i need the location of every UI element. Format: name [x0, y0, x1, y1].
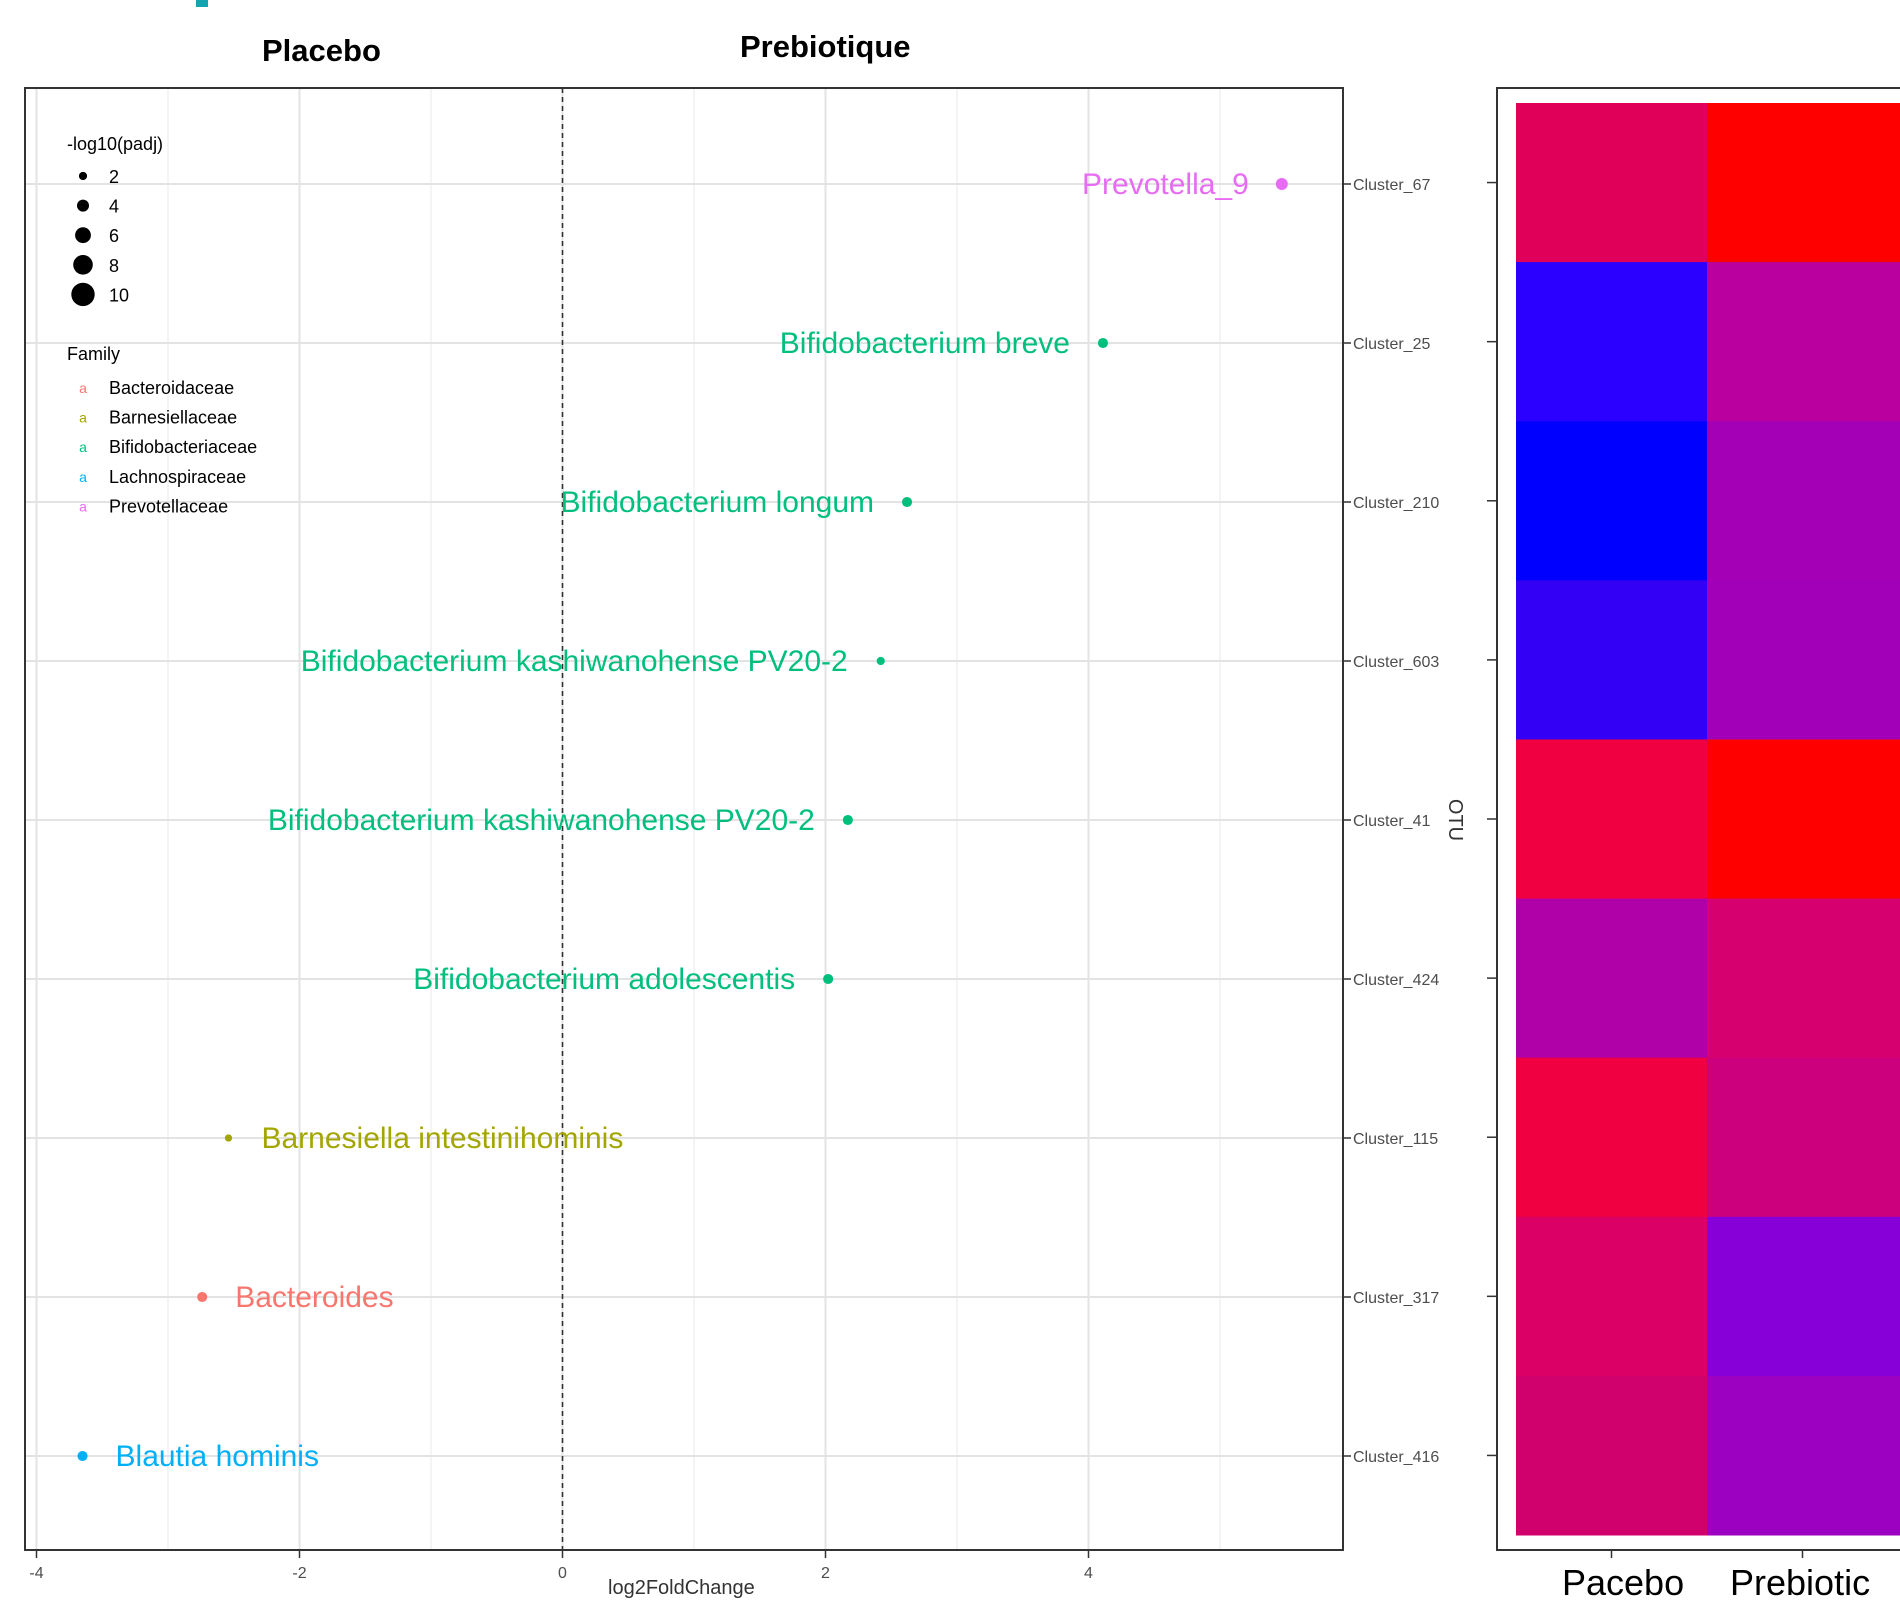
heatmap-cell [1516, 262, 1708, 422]
heatmap-cell [1707, 262, 1900, 422]
point-label: Bifidobacterium breve [780, 327, 1070, 360]
group-label-placebo: Placebo [262, 33, 381, 68]
x-tick-label: 0 [558, 1565, 567, 1582]
point-label: Bifidobacterium kashiwanohense PV20-2 [268, 804, 815, 837]
point-label: Bacteroides [235, 1281, 393, 1314]
legend-size-label: 10 [109, 285, 129, 305]
legend-size-label: 4 [109, 197, 119, 217]
y-tick-label: Cluster_67 [1353, 177, 1430, 194]
y-tick-label: Cluster_317 [1353, 1290, 1439, 1307]
heatmap-cell [1707, 739, 1900, 900]
legend-color-label: Bifidobacteriaceae [109, 437, 257, 457]
point-label: Prevotella_9 [1082, 168, 1249, 201]
legend-color-key: a [79, 380, 87, 396]
heatmap-cell [1707, 1216, 1900, 1377]
legend-color-label: Prevotellaceae [109, 496, 228, 516]
heatmap-cell [1516, 421, 1708, 581]
legend-color-key: a [79, 410, 87, 426]
abundance-heatmap [1487, 87, 1900, 1558]
x-tick-label: 4 [1084, 1565, 1093, 1582]
y-tick-label: Cluster_416 [1353, 1449, 1439, 1466]
legend-color-key: a [79, 439, 87, 455]
heatmap-cell [1707, 103, 1900, 263]
heatmap-cell [1516, 103, 1708, 263]
data-point [842, 814, 853, 826]
y-tick-label: Cluster_424 [1353, 972, 1439, 989]
legend-color-title: Family [67, 344, 120, 364]
legend-size-key [71, 282, 95, 307]
y-axis-title: OTU [1444, 799, 1466, 841]
data-point [77, 1450, 88, 1462]
heatmap-cell [1516, 1216, 1708, 1377]
data-point [197, 1291, 208, 1303]
x-axis-title: log2FoldChange [608, 1577, 755, 1599]
y-tick-label: Cluster_603 [1353, 654, 1439, 671]
heatmap-column-label-placebo: Pacebo [1562, 1562, 1685, 1603]
point-label: Blautia hominis [116, 1440, 319, 1473]
y-tick-label: Cluster_25 [1353, 336, 1430, 353]
point-label: Bifidobacterium kashiwanohense PV20-2 [301, 645, 848, 678]
y-tick-label: Cluster_115 [1353, 1131, 1438, 1148]
figure-corner-mark [196, 0, 208, 7]
legend-size-label: 2 [109, 167, 119, 187]
x-tick-label: 2 [821, 1565, 830, 1582]
lfc-dot-plot: -4 -2 0 2 4 Cluster_67 Cluster_25 Cluster_210 Cl… [24, 87, 1466, 1582]
heatmap-cell [1516, 1375, 1708, 1536]
heatmap-cell [1707, 580, 1900, 740]
heatmap-cell [1516, 1057, 1708, 1218]
heatmap-cell [1707, 898, 1900, 1059]
heatmap-cell [1707, 1057, 1900, 1218]
x-tick-label: -2 [292, 1565, 306, 1582]
heatmap-cell [1707, 1375, 1900, 1536]
legend-color-label: Bacteroidaceae [109, 378, 234, 398]
legend-color-label: Lachnospiraceae [109, 467, 246, 487]
plot-border [24, 87, 1344, 1551]
heatmap-cell [1516, 898, 1708, 1059]
point-label: Bifidobacterium adolescentis [413, 963, 795, 996]
legend-color-label: Barnesiellaceae [109, 408, 237, 428]
group-label-prebiotique: Prebiotique [740, 29, 911, 64]
legend-color-key: a [79, 469, 87, 485]
y-tick-label: Cluster_41 [1353, 813, 1430, 830]
heatmap-cell [1707, 421, 1900, 581]
legend-size-key [77, 199, 89, 212]
heatmap-cell [1516, 739, 1708, 900]
data-point [876, 656, 885, 666]
legend-size-key [78, 171, 88, 181]
y-tick-label: Cluster_210 [1353, 495, 1439, 512]
data-point [1097, 337, 1109, 349]
data-point [1275, 178, 1288, 190]
heatmap-column-label-prebiotic: Prebiotic [1730, 1562, 1871, 1603]
data-point [823, 973, 834, 985]
legend-size-key [75, 227, 91, 244]
data-point [224, 1134, 233, 1142]
legend-size-label: 6 [109, 226, 119, 246]
point-label: Bifidobacterium longum [561, 486, 875, 519]
legend-size-key [73, 254, 93, 275]
point-label: Barnesiella intestinihominis [261, 1122, 623, 1155]
data-point [901, 496, 913, 508]
legend-size-label: 8 [109, 256, 119, 276]
heatmap-cell [1516, 580, 1708, 740]
legend-color-key: a [79, 498, 87, 514]
x-tick-label: -4 [29, 1565, 43, 1582]
legend-size-title: -log10(padj) [67, 134, 163, 154]
